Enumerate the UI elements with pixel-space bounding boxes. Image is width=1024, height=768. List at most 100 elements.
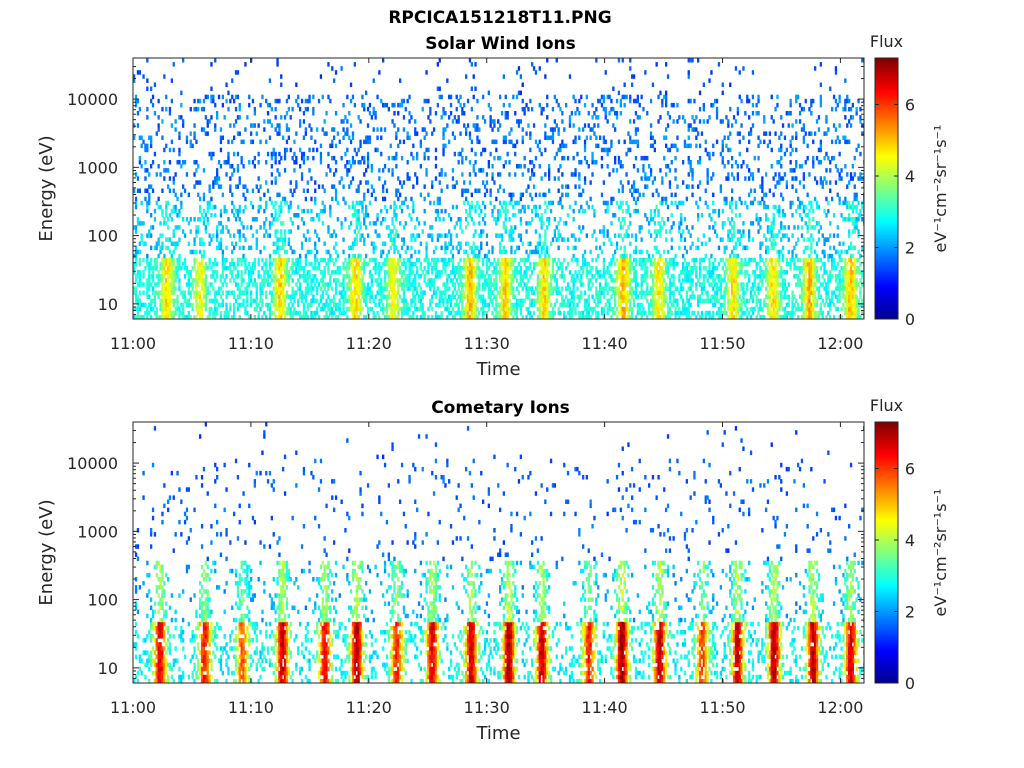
heatmap-cell: [657, 310, 660, 316]
heatmap-cell: [642, 306, 645, 312]
heatmap-cell: [170, 123, 173, 128]
heatmap-cell: [512, 229, 515, 234]
heatmap-cell: [589, 278, 592, 283]
heatmap-cell: [542, 310, 545, 316]
heatmap-cell: [491, 282, 494, 287]
heatmap-cell: [383, 257, 387, 263]
heatmap-cell: [504, 294, 507, 299]
heatmap-cell: [544, 266, 547, 271]
heatmap-cell: [632, 119, 636, 124]
heatmap-cell: [610, 143, 613, 149]
heatmap-cell: [574, 111, 577, 116]
heatmap-cell: [627, 233, 630, 238]
heatmap-cell: [665, 298, 668, 304]
heatmap-cell: [599, 290, 602, 295]
heatmap-cell: [270, 123, 273, 128]
heatmap-cell: [506, 314, 509, 320]
heatmap-cell: [380, 278, 383, 283]
heatmap-cell: [182, 294, 185, 299]
heatmap-cell: [521, 278, 524, 283]
heatmap-cell: [540, 151, 543, 157]
heatmap-cell: [502, 306, 505, 312]
heatmap-cell: [553, 286, 556, 291]
heatmap-cell: [242, 257, 245, 263]
heatmap-cell: [580, 160, 583, 165]
heatmap-cell: [663, 249, 666, 255]
heatmap-cell: [289, 306, 292, 312]
heatmap-cell: [612, 286, 615, 291]
heatmap-cell: [244, 237, 247, 242]
heatmap-cell: [421, 302, 424, 308]
heatmap-cell: [346, 261, 349, 267]
heatmap-cell: [389, 143, 392, 149]
heatmap-cell: [333, 261, 336, 267]
heatmap-cell: [274, 233, 277, 238]
heatmap-cell: [551, 310, 555, 316]
heatmap-cell: [363, 106, 366, 112]
heatmap-cell: [593, 160, 596, 165]
heatmap-cell: [449, 302, 453, 308]
heatmap-cell: [304, 278, 307, 283]
heatmap-cell: [302, 221, 306, 226]
heatmap-cell: [406, 131, 409, 136]
heatmap-cell: [404, 261, 407, 267]
heatmap-cell: [483, 213, 487, 218]
heatmap-cell: [472, 310, 475, 316]
heatmap-cell: [216, 229, 219, 234]
heatmap-cell: [444, 172, 447, 177]
heatmap-cell: [572, 233, 575, 238]
heatmap-cell: [468, 282, 472, 287]
heatmap-cell: [615, 111, 619, 116]
heatmap-cell: [255, 131, 258, 136]
heatmap-cell: [542, 294, 545, 299]
heatmap-cell: [319, 160, 323, 165]
heatmap-cell: [527, 184, 530, 189]
heatmap-cell: [561, 111, 564, 116]
heatmap-cell: [487, 286, 490, 291]
heatmap-cell: [238, 102, 241, 108]
heatmap-cell: [287, 302, 290, 308]
heatmap-cell: [334, 306, 338, 312]
heatmap-cell: [623, 221, 626, 226]
heatmap-cell: [293, 290, 296, 295]
heatmap-cell: [634, 274, 638, 279]
heatmap-cell: [229, 290, 232, 295]
heatmap-cell: [357, 294, 360, 299]
heatmap-cell: [482, 282, 485, 287]
heatmap-cell: [253, 314, 256, 320]
heatmap-cell: [312, 286, 315, 291]
heatmap-cell: [619, 221, 622, 226]
heatmap-cell: [406, 302, 409, 308]
heatmap-cell: [306, 188, 309, 193]
heatmap-cell: [457, 294, 460, 299]
heatmap-cell: [189, 106, 192, 112]
heatmap-cell: [657, 314, 660, 320]
heatmap-cell: [183, 294, 187, 299]
heatmap-cell: [470, 278, 473, 283]
heatmap-cell: [504, 310, 507, 316]
heatmap-cell: [227, 290, 230, 295]
heatmap-cell: [365, 225, 368, 230]
heatmap-cell: [465, 127, 468, 132]
heatmap-cell: [159, 221, 162, 226]
heatmap-cell: [346, 270, 349, 275]
heatmap-cell: [214, 261, 217, 267]
heatmap-cell: [531, 302, 534, 308]
heatmap-cell: [270, 310, 273, 316]
heatmap-cell: [268, 225, 272, 230]
heatmap-cell: [668, 294, 672, 299]
heatmap-cell: [216, 298, 219, 304]
heatmap-cell: [638, 302, 641, 308]
heatmap-cell: [172, 62, 175, 67]
heatmap-cell: [512, 306, 515, 312]
heatmap-cell: [236, 213, 240, 218]
heatmap-cell: [397, 196, 400, 202]
heatmap-cell: [591, 204, 594, 210]
heatmap-cell: [648, 290, 651, 295]
heatmap-cell: [602, 139, 605, 145]
heatmap-cell: [674, 286, 677, 291]
heatmap-cell: [585, 135, 588, 140]
heatmap-cell: [353, 208, 356, 214]
heatmap-cell: [280, 278, 283, 283]
heatmap-cell: [553, 310, 556, 316]
